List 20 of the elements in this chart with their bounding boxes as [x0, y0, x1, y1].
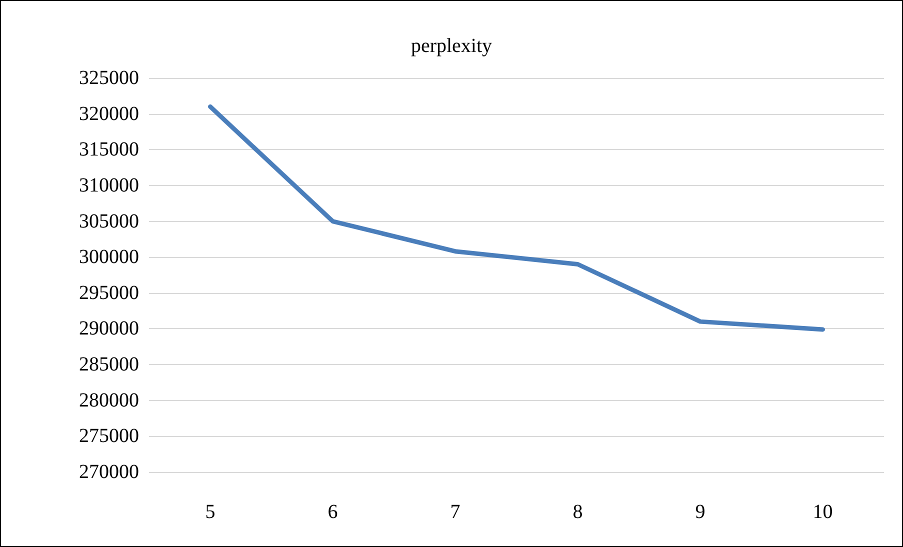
y-tick-label: 285000 [79, 354, 139, 376]
y-tick-label: 290000 [79, 318, 139, 340]
x-tick-label: 6 [328, 501, 338, 523]
y-tick-label: 270000 [79, 461, 139, 483]
y-tick-label: 295000 [79, 282, 139, 304]
y-tick-label: 310000 [79, 174, 139, 196]
x-tick-label: 7 [450, 501, 460, 523]
y-tick-label: 320000 [79, 102, 139, 125]
x-tick-label: 8 [572, 501, 583, 523]
line-series [208, 104, 825, 332]
y-tick-label: 305000 [79, 210, 139, 232]
chart-title: perplexity [410, 35, 492, 57]
y-tick-label: 300000 [79, 246, 139, 268]
y-tick-label: 315000 [79, 138, 139, 161]
y-tick-label: 275000 [79, 425, 139, 448]
y-tick-label: 280000 [79, 389, 139, 412]
y-tick-label: 325000 [79, 67, 139, 89]
x-tick-label: 9 [695, 501, 706, 523]
x-tick-label: 5 [205, 501, 216, 523]
x-tick-label: 10 [812, 501, 833, 523]
